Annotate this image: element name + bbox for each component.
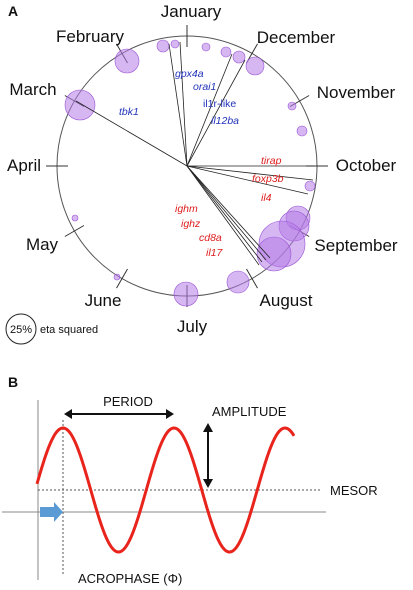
seasonal-clock: January February March April May June Ju… [5,2,398,345]
month-label-october: October [336,156,397,175]
bubble-july [173,281,199,307]
panel-b-label: B [8,374,18,390]
gene-label-ighz: ighz [181,218,201,230]
month-label-december: December [257,28,336,47]
legend-circle [5,313,37,345]
panel-a-label: A [8,3,18,19]
gene-label-cd8a: cd8a [199,232,222,244]
month-label-november: November [317,83,396,102]
bubble-january-3 [201,42,211,52]
month-label-february: February [56,27,125,46]
legend-circle-label: 25% [10,324,32,336]
month-label-september: September [314,236,397,255]
bubble-december-1 [220,46,232,58]
bubble-march [64,89,96,121]
mesor-label: MESOR [330,483,378,498]
month-label-august: August [260,291,313,310]
month-tick-august [246,268,258,289]
vector-il17 [186,165,260,266]
vector-gpx4a [168,43,188,167]
gene-label-orai1: orai1 [193,81,216,93]
gene-label-il17: il17 [206,247,224,259]
bubble-may [71,214,79,222]
gene-label-tirap: tirap [261,155,282,167]
month-label-june: June [85,291,122,310]
bubble-february [114,48,140,74]
gene-labels: gpx4a orai1 il1r-like il12ba tbk1 tirap … [119,68,284,259]
amplitude-arrow [203,423,213,488]
gene-label-gpx4a: gpx4a [175,68,204,80]
gene-vectors [75,41,314,266]
vector-il4 [186,165,309,195]
acrophase-label: ACROPHASE (Φ) [78,571,182,586]
vector-tbk1 [75,100,188,167]
bubble-september-4 [256,236,292,272]
bubble-august [226,270,250,294]
vector-il1r-like [186,53,233,167]
bubble-january-2 [170,39,180,49]
eta-squared-legend: 25% eta squared [5,313,98,345]
eta-squared-bubbles [64,39,316,307]
cosine-wave [35,426,296,554]
bubble-october [304,180,316,192]
month-label-july: July [177,317,208,336]
vector-cd8a [186,165,271,259]
vector-orai1 [179,41,188,167]
acrophase-arrow [40,502,63,522]
gene-label-tbk1: tbk1 [119,106,139,118]
period-label: PERIOD [103,394,153,409]
cosinor-diagram: PERIOD AMPLITUDE MESOR ACROPHASE (Φ) [2,394,378,586]
gene-label-ighm: ighm [175,203,198,215]
month-tick-may [64,225,85,237]
vector-foxp3b [186,165,314,181]
vector-il12ba [186,59,246,167]
gene-label-il1r-like: il1r-like [203,98,236,110]
gene-label-il4: il4 [261,192,272,204]
gene-label-foxp3b: foxp3b [252,173,284,185]
bubble-november-2 [296,125,308,137]
month-label-january: January [161,2,222,21]
month-label-may: May [26,235,59,254]
bubble-january-1 [156,39,170,53]
bubble-december-2 [232,50,246,64]
month-label-march: March [9,80,56,99]
bubble-december-3 [245,56,265,76]
month-label-april: April [7,156,41,175]
bubble-june [113,273,121,281]
month-labels: January February March April May June Ju… [7,2,398,336]
month-tick-june [116,268,128,289]
period-arrow [64,409,174,419]
amplitude-label: AMPLITUDE [212,404,287,419]
bubble-november-1 [287,101,297,111]
legend-text: eta squared [40,324,98,336]
vector-ighz [186,165,267,261]
gene-label-il12ba: il12ba [211,115,239,127]
vector-ighm [186,165,263,263]
